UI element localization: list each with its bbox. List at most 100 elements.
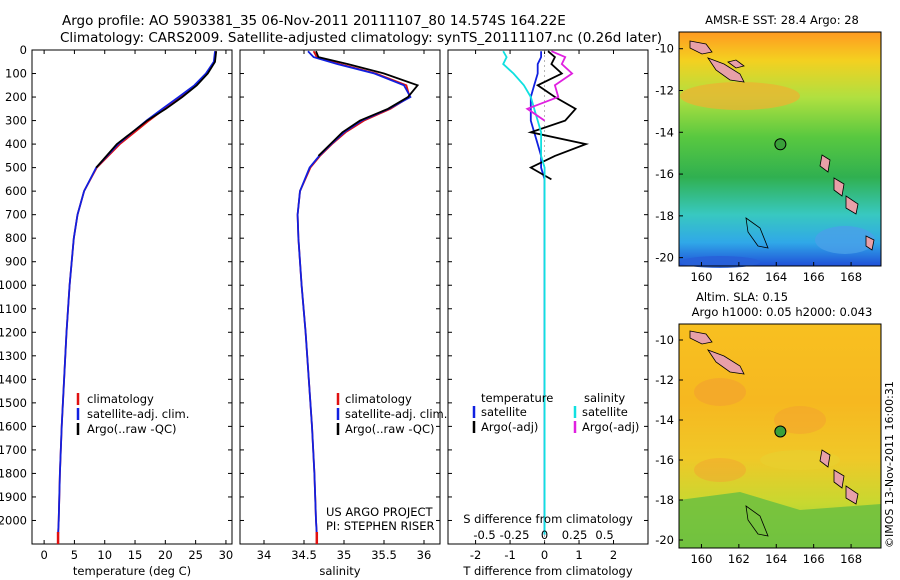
island-shape bbox=[833, 177, 845, 197]
lat-tick-label: -18 bbox=[655, 493, 674, 507]
depth-tick-label: 0 bbox=[20, 43, 27, 57]
depth-tick-label: 1600 bbox=[0, 419, 27, 433]
x-tick-label: 36 bbox=[417, 548, 432, 562]
lat-tick-label: -16 bbox=[655, 453, 674, 467]
x-tick-label: 34 bbox=[257, 548, 272, 562]
sst-map-frame bbox=[678, 31, 882, 267]
depth-tick-label: 1500 bbox=[0, 396, 27, 410]
island-shape bbox=[833, 469, 845, 489]
series-line-argo-raw-qc- bbox=[95, 51, 218, 169]
legend-label-satellite-s: satellite-adj. clim. bbox=[345, 407, 447, 421]
sla-low-patch bbox=[679, 492, 881, 548]
lat-tick-label: -14 bbox=[655, 413, 674, 427]
legend-salinity-title: salinity bbox=[584, 391, 625, 405]
s-diff-tick-label: -0.5 bbox=[473, 528, 495, 542]
sla-longitude-ticks: 160 162 164 166 168 bbox=[690, 544, 862, 566]
sst-map-title: AMSR-E SST: 28.4 Argo: 28 bbox=[705, 13, 859, 27]
sla-mid-patch bbox=[760, 450, 840, 470]
legend-temperature-title: temperature bbox=[481, 391, 553, 405]
island-shape bbox=[845, 195, 859, 215]
sla-coastline bbox=[689, 330, 859, 537]
lat-tick-label: -18 bbox=[655, 209, 674, 223]
figure-title-line2: Climatology: CARS2009. Satellite-adjuste… bbox=[60, 30, 662, 46]
x-tick-label: 25 bbox=[188, 548, 203, 562]
series-line-temperature-argo-adj- bbox=[527, 50, 590, 181]
temperature-panel-frame bbox=[31, 49, 233, 545]
lon-tick-label: 160 bbox=[690, 552, 712, 566]
x-tick-label: 20 bbox=[158, 548, 173, 562]
lat-tick-label: -16 bbox=[655, 167, 674, 181]
salinity-legend: climatology satellite-adj. clim. Argo(..… bbox=[336, 392, 447, 436]
depth-tick-label: 1000 bbox=[0, 278, 27, 292]
lon-tick-label: 166 bbox=[803, 270, 825, 284]
x-tick-label: -1 bbox=[504, 548, 515, 562]
x-tick-label: 35.5 bbox=[371, 548, 397, 562]
sst-latitude-ticks: -10 -12 -14 -16 -18 -20 bbox=[655, 42, 683, 265]
t-difference-tick-labels: -2 -1 0 1 2 bbox=[470, 548, 617, 562]
temperature-legend: climatology satellite-adj. clim. Argo(..… bbox=[76, 392, 189, 436]
island-shape bbox=[689, 330, 713, 345]
lon-tick-label: 164 bbox=[765, 270, 787, 284]
legend-label-climatology-s: climatology bbox=[345, 392, 412, 406]
s-difference-title: S difference from climatology bbox=[463, 512, 633, 526]
x-tick-label: 0 bbox=[541, 548, 548, 562]
difference-panel-frame bbox=[447, 49, 649, 545]
legend-label-satellite: satellite-adj. clim. bbox=[87, 407, 189, 421]
sla-float-marker bbox=[774, 425, 787, 438]
salinity-tick-labels: 34 34.5 35 35.5 36 bbox=[257, 548, 432, 562]
depth-tick-label: 200 bbox=[5, 90, 27, 104]
island-shape bbox=[706, 349, 745, 375]
depth-tick-label: 1400 bbox=[0, 372, 27, 386]
s-difference-tick-labels: -0.5 -0.25 0 0.25 0.5 bbox=[473, 528, 613, 542]
depth-tick-label: 700 bbox=[5, 208, 27, 222]
series-line-salinity-satellite bbox=[502, 50, 546, 535]
s-diff-tick-label: -0.25 bbox=[500, 528, 530, 542]
sla-high-patch bbox=[694, 378, 746, 406]
lon-tick-label: 168 bbox=[840, 552, 862, 566]
island-shape bbox=[819, 154, 831, 173]
depth-tick-label: 100 bbox=[5, 67, 27, 81]
x-tick-label: 1 bbox=[575, 548, 582, 562]
figure-title-line1: Argo profile: AO 5903381_35 06-Nov-2011 … bbox=[62, 13, 566, 29]
temperature-tick-labels: 0 5 10 15 20 25 30 bbox=[40, 548, 233, 562]
x-tick-label: 5 bbox=[71, 548, 78, 562]
island-shape bbox=[819, 449, 831, 468]
island-shape bbox=[689, 40, 713, 55]
island-shape bbox=[865, 235, 875, 251]
depth-tick-label: 500 bbox=[5, 161, 27, 175]
legend-label-s-argo: Argo(-adj) bbox=[582, 420, 639, 434]
sla-map-title-line2: Argo h1000: 0.05 h2000: 0.043 bbox=[692, 305, 873, 319]
sla-latitude-ticks: -10 -12 -14 -16 -18 -20 bbox=[655, 333, 683, 547]
x-tick-label: 10 bbox=[97, 548, 112, 562]
depth-tick-label: 1900 bbox=[0, 490, 27, 504]
reef-outline bbox=[745, 217, 769, 249]
lat-tick-label: -12 bbox=[655, 84, 674, 98]
depth-tick-label: 2000 bbox=[0, 513, 27, 527]
depth-tick-label: 1200 bbox=[0, 325, 27, 339]
imos-timestamp: ©IMOS 13-Nov-2011 16:00:31 bbox=[883, 381, 896, 548]
depth-tick-label: 600 bbox=[5, 184, 27, 198]
island-shape bbox=[706, 57, 745, 83]
x-tick-label: 34.5 bbox=[291, 548, 317, 562]
depth-tick-label: 900 bbox=[5, 255, 27, 269]
sst-coastline bbox=[689, 40, 875, 251]
series-line-climatology bbox=[57, 51, 217, 535]
lon-tick-label: 164 bbox=[765, 552, 787, 566]
series-line-satellite-adj-clim- bbox=[296, 50, 412, 535]
island-shape bbox=[727, 59, 745, 69]
sla-high-patch bbox=[694, 458, 746, 482]
sla-high-patch bbox=[774, 406, 826, 434]
lat-tick-label: -12 bbox=[655, 373, 674, 387]
sla-map: -10 -12 -14 -16 -18 -20 160 162 164 166 168 bbox=[655, 323, 882, 566]
s-diff-tick-label: 0.25 bbox=[562, 528, 588, 542]
depth-tick-label: 1800 bbox=[0, 466, 27, 480]
x-tick-label: 15 bbox=[128, 548, 143, 562]
depth-tick-label: 800 bbox=[5, 231, 27, 245]
pi-credit: PI: STEPHEN RISER bbox=[326, 519, 435, 533]
project-credit: US ARGO PROJECT bbox=[326, 505, 434, 519]
temperature-axis-label: temperature (deg C) bbox=[73, 564, 191, 578]
reef-outline bbox=[745, 505, 769, 537]
depth-tick-label: 1300 bbox=[0, 349, 27, 363]
